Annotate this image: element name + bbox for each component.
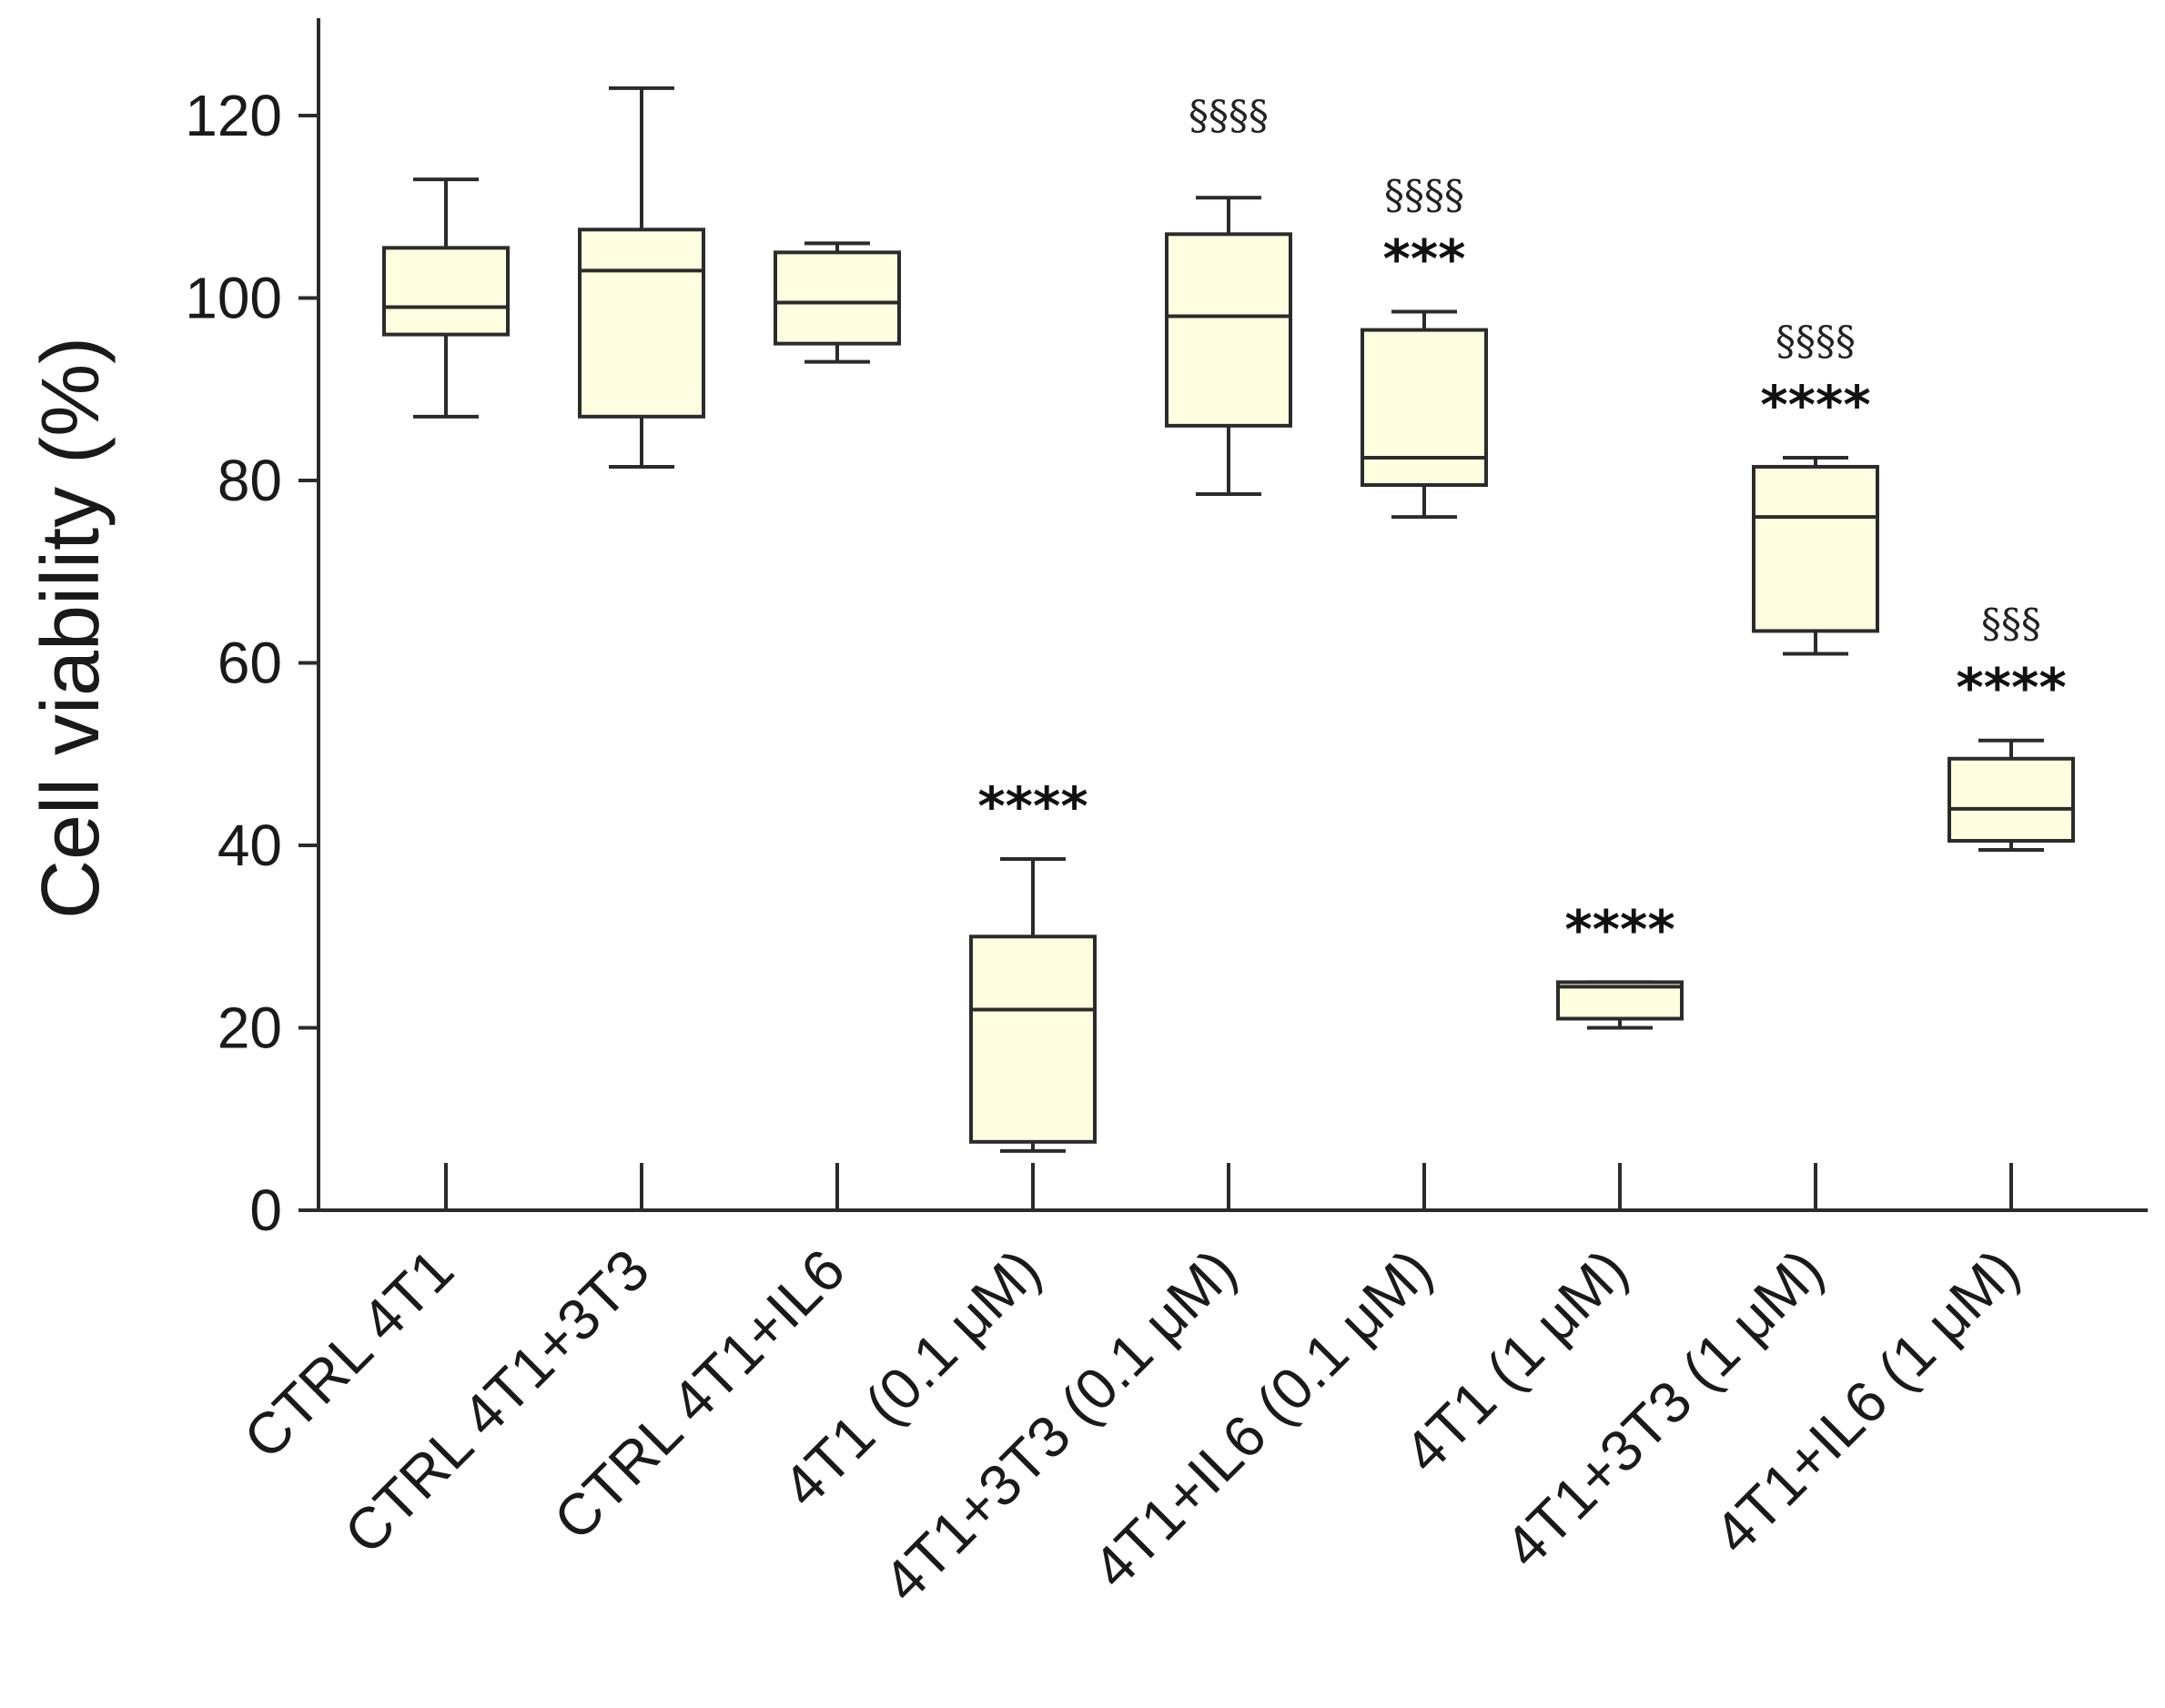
significance-sections: §§§: [1981, 601, 2041, 648]
y-tick-label: 40: [218, 813, 282, 878]
box-iqr: [1165, 232, 1292, 428]
box-iqr: [1752, 464, 1879, 633]
significance-stars: ****: [977, 775, 1088, 837]
significance-sections: §§§§: [1189, 93, 1269, 139]
box-iqr: [382, 246, 510, 337]
box-iqr: [774, 250, 901, 346]
y-axis-label: Cell viability (%): [25, 337, 116, 919]
box-iqr: [578, 227, 705, 419]
significance-stars: ***: [1383, 228, 1466, 290]
significance-sections: §§§§: [1776, 318, 1856, 365]
significance-sections: §§§§: [1384, 173, 1464, 219]
y-tick-label: 20: [218, 995, 282, 1061]
significance-annotations: **** §§§§ *** §§§§ **** **** §§§§ **** §§§: [977, 93, 2066, 960]
y-tick-label: 0: [249, 1177, 282, 1243]
box-iqr: [1947, 756, 2075, 843]
x-axis: [319, 1163, 2148, 1212]
y-tick-label: 60: [218, 631, 282, 696]
category-label: 4T1+IL6 (0.1 μM): [1080, 1237, 1444, 1601]
box-iqr: [1361, 328, 1488, 488]
significance-stars: ****: [1564, 898, 1674, 960]
y-tick-label: 100: [185, 266, 282, 331]
box-iqr: [969, 935, 1097, 1144]
category-label: 4T1+3T3 (0.1 μM): [871, 1237, 1249, 1614]
boxes: [382, 86, 2075, 1153]
significance-stars: ****: [1760, 374, 1870, 436]
y-tick-label: 80: [218, 448, 282, 513]
significance-stars: ****: [1956, 657, 2066, 719]
y-axis: 0 20 40 60 80 100 120: [185, 18, 320, 1243]
y-tick-label: 120: [185, 83, 282, 148]
